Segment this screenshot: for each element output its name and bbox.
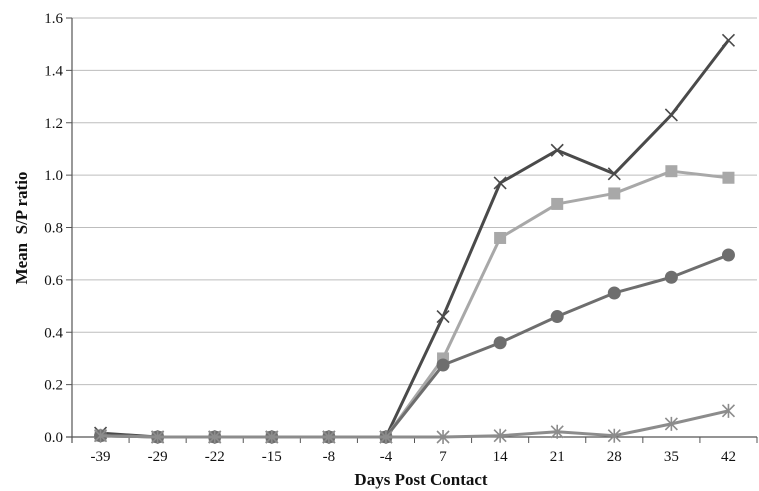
y-tick-label: 0.2 <box>44 378 63 394</box>
data-point-asterisk <box>151 430 165 444</box>
y-tick-label: 1.4 <box>44 63 63 79</box>
data-point-x <box>493 176 507 190</box>
y-tick-label: 0.0 <box>44 430 63 446</box>
x-tick-label: -39 <box>91 449 111 465</box>
x-tick-label: -8 <box>323 449 336 465</box>
data-point-square <box>665 165 678 178</box>
y-tick-label: 0.8 <box>44 221 63 237</box>
data-point-x <box>550 143 564 157</box>
x-tick-label: -4 <box>380 449 393 465</box>
data-point-circle <box>493 336 507 350</box>
data-point-asterisk <box>265 430 279 444</box>
series-group <box>93 33 736 444</box>
x-tick-label: 14 <box>493 449 509 465</box>
y-axis-title: Mean S/P ratio <box>12 172 31 285</box>
series-line <box>100 169 729 439</box>
data-point-circle <box>607 286 621 300</box>
data-point-x <box>664 108 678 122</box>
x-tick-label: -22 <box>205 449 225 465</box>
data-point-circle <box>721 248 735 262</box>
series-line <box>100 39 730 439</box>
y-tick-label: 1.0 <box>44 168 63 184</box>
data-point-asterisk <box>721 403 736 418</box>
y-tick-label: 0.6 <box>44 273 63 289</box>
x-tick-label: 21 <box>550 449 565 465</box>
data-point-x <box>721 33 736 47</box>
y-tick-label: 0.4 <box>44 325 63 341</box>
data-point-asterisk <box>607 428 621 443</box>
data-point-circle <box>550 310 564 324</box>
data-point-asterisk <box>93 428 108 443</box>
series-asterisk <box>93 403 736 444</box>
x-tick-label: 35 <box>664 449 679 465</box>
y-tick-label: 1.2 <box>44 116 63 132</box>
y-tick-label: 1.6 <box>44 11 63 27</box>
data-point-asterisk <box>322 430 336 444</box>
data-point-asterisk <box>379 430 393 444</box>
x-tick-label: 42 <box>721 449 736 465</box>
data-point-x <box>607 167 621 181</box>
axes <box>66 17 758 443</box>
series-line <box>100 253 730 439</box>
data-point-circle <box>436 358 450 372</box>
series-circle <box>94 248 735 444</box>
x-tick-label: -29 <box>148 449 168 465</box>
x-tick-label: 28 <box>607 449 622 465</box>
y-tick-labels: 0.0 0.2 0.4 0.6 0.8 1.0 1.2 1.4 1.6 <box>44 11 63 446</box>
data-point-asterisk <box>436 430 450 444</box>
data-point-asterisk <box>664 416 678 431</box>
data-point-x <box>436 309 450 324</box>
x-tick-label: -15 <box>262 449 282 465</box>
data-point-square <box>494 231 507 244</box>
data-point-asterisk <box>550 424 564 439</box>
data-point-square <box>608 187 621 200</box>
gridlines <box>72 17 757 386</box>
data-point-square <box>551 197 564 210</box>
data-point-square <box>722 171 735 184</box>
data-point-circle <box>664 270 678 284</box>
x-tick-labels: -39 -29 -22 -15 -8 -4 7 14 21 28 35 42 <box>91 449 736 465</box>
series-x <box>93 33 736 444</box>
data-point-asterisk <box>208 430 222 444</box>
data-point-asterisk <box>493 428 507 443</box>
series-line <box>100 409 729 439</box>
x-tick-label: 7 <box>439 449 447 465</box>
x-axis-title: Days Post Contact <box>354 470 487 489</box>
